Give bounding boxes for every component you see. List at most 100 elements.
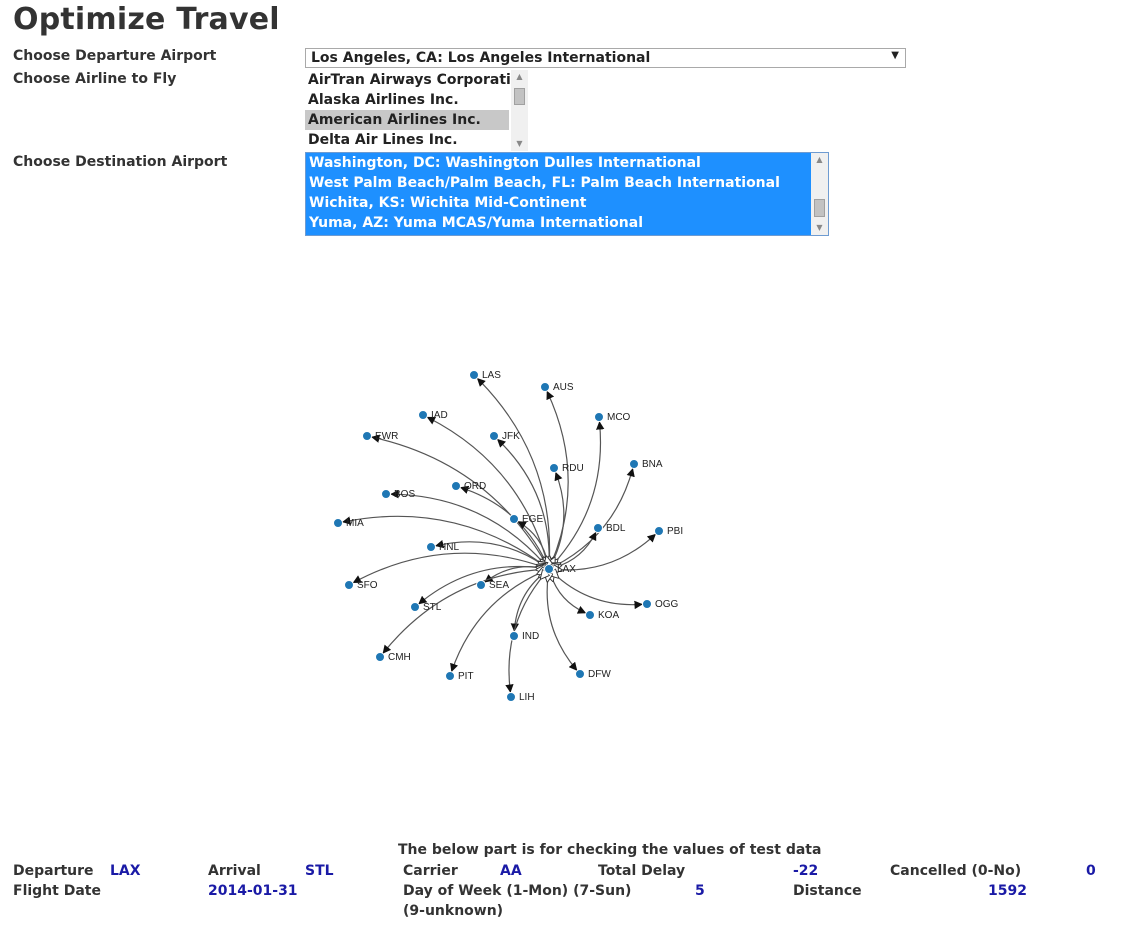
airline-scrollbar[interactable]: ▲ ▼ bbox=[511, 70, 528, 151]
distance-field-value: 1592 bbox=[988, 883, 1027, 899]
dropdown-arrow-icon[interactable]: ▼ bbox=[891, 50, 899, 61]
scroll-down-icon[interactable]: ▼ bbox=[516, 139, 523, 148]
airline-label: Choose Airline to Fly bbox=[13, 71, 177, 87]
airline-option[interactable]: Delta Air Lines Inc. bbox=[308, 132, 458, 148]
scroll-thumb[interactable] bbox=[514, 88, 525, 105]
airport-label-las: LAS bbox=[482, 370, 501, 381]
carrier-field-value: AA bbox=[500, 863, 522, 879]
departure-field-value: LAX bbox=[110, 863, 141, 879]
distance-field-label: Distance bbox=[793, 883, 862, 899]
airport-node-ege[interactable] bbox=[509, 514, 519, 524]
cancelled-field-value: 0 bbox=[1086, 863, 1096, 879]
airport-node-rdu[interactable] bbox=[549, 463, 559, 473]
route-edge-ege bbox=[518, 521, 548, 564]
delay-field-label: Total Delay bbox=[598, 863, 686, 879]
arrival-field-label: Arrival bbox=[208, 863, 261, 879]
airport-node-ind[interactable] bbox=[509, 631, 519, 641]
airline-listbox[interactable]: AirTran Airways Corporation Alaska Airlin… bbox=[305, 70, 528, 151]
airport-node-aus[interactable] bbox=[540, 382, 550, 392]
airport-node-bna[interactable] bbox=[629, 459, 639, 469]
airport-node-ord[interactable] bbox=[451, 481, 461, 491]
airport-label-stl: STL bbox=[423, 602, 442, 613]
scroll-thumb[interactable] bbox=[814, 199, 825, 217]
arrival-field-value: STL bbox=[305, 863, 334, 879]
route-edge-mco bbox=[553, 422, 600, 565]
route-edge-ogg bbox=[553, 573, 642, 605]
airport-label-hnl: HNL bbox=[439, 542, 459, 553]
airport-label-ind: IND bbox=[522, 631, 539, 642]
airport-node-ogg[interactable] bbox=[642, 599, 652, 609]
delay-field-value: -22 bbox=[793, 863, 819, 879]
route-edge-bos bbox=[391, 494, 545, 564]
airport-label-sfo: SFO bbox=[357, 580, 378, 591]
airport-node-pbi[interactable] bbox=[654, 526, 664, 536]
airport-node-sea[interactable] bbox=[476, 580, 486, 590]
airport-label-rdu: RDU bbox=[562, 463, 584, 474]
scroll-up-icon[interactable]: ▲ bbox=[516, 72, 523, 81]
airport-node-mia[interactable] bbox=[333, 518, 343, 528]
airport-label-ogg: OGG bbox=[655, 599, 679, 610]
route-edge-ind bbox=[514, 573, 544, 631]
airport-node-lax[interactable] bbox=[544, 564, 554, 574]
airport-node-ewr[interactable] bbox=[362, 431, 372, 441]
page-title: Optimize Travel bbox=[13, 2, 280, 37]
route-edge-dfw bbox=[547, 575, 577, 670]
destination-scrollbar[interactable]: ▲ ▼ bbox=[811, 153, 828, 235]
carrier-field-label: Carrier bbox=[403, 863, 458, 879]
destination-option[interactable]: West Palm Beach/Palm Beach, FL: Palm Bea… bbox=[309, 175, 780, 191]
airport-node-cmh[interactable] bbox=[375, 652, 385, 662]
airport-node-pit[interactable] bbox=[445, 671, 455, 681]
airport-label-aus: AUS bbox=[553, 382, 574, 393]
flight-date-label: Flight Date bbox=[13, 883, 101, 899]
airline-option[interactable]: AirTran Airways Corporation bbox=[308, 72, 528, 88]
airport-node-bos[interactable] bbox=[381, 489, 391, 499]
airport-label-bos: BOS bbox=[394, 489, 415, 500]
destination-listbox[interactable]: Washington, DC: Washington Dulles Intern… bbox=[305, 152, 829, 236]
airport-label-ord: ORD bbox=[464, 481, 486, 492]
airport-label-bna: BNA bbox=[642, 459, 663, 470]
airport-label-bdl: BDL bbox=[606, 523, 626, 534]
airport-node-mco[interactable] bbox=[594, 412, 604, 422]
day-of-week-value: 5 bbox=[695, 883, 705, 899]
airport-node-sfo[interactable] bbox=[344, 580, 354, 590]
airport-label-lih: LIH bbox=[519, 692, 535, 703]
airline-option[interactable]: Alaska Airlines Inc. bbox=[308, 92, 459, 108]
scroll-up-icon[interactable]: ▲ bbox=[816, 155, 823, 164]
airport-label-ewr: EWR bbox=[375, 431, 398, 442]
airport-label-pit: PIT bbox=[458, 671, 474, 682]
airport-node-jfk[interactable] bbox=[489, 431, 499, 441]
route-edge-aus bbox=[547, 392, 569, 564]
destination-option[interactable]: Wichita, KS: Wichita Mid-Continent bbox=[309, 195, 587, 211]
airport-node-koa[interactable] bbox=[585, 610, 595, 620]
airport-label-pbi: PBI bbox=[667, 526, 683, 537]
airport-label-iad: IAD bbox=[431, 410, 448, 421]
destination-option[interactable]: Washington, DC: Washington Dulles Intern… bbox=[309, 155, 701, 171]
airline-option[interactable]: American Airlines Inc. bbox=[305, 110, 509, 130]
airport-node-dfw[interactable] bbox=[575, 669, 585, 679]
route-edge-jfk bbox=[498, 439, 550, 563]
day-of-week-label: Day of Week (1-Mon) (7-Sun) (9-unknown) bbox=[403, 883, 632, 919]
airport-node-stl[interactable] bbox=[410, 602, 420, 612]
airport-label-cmh: CMH bbox=[388, 652, 411, 663]
scroll-down-icon[interactable]: ▼ bbox=[816, 223, 823, 232]
route-edge-las bbox=[478, 379, 550, 563]
route-edge-bna bbox=[554, 469, 632, 566]
departure-field-label: Departure bbox=[13, 863, 94, 879]
route-edge-koa bbox=[551, 575, 586, 613]
departure-airport-select[interactable]: Los Angeles, CA: Los Angeles Internation… bbox=[305, 48, 906, 68]
airport-label-dfw: DFW bbox=[588, 669, 611, 680]
airport-node-iad[interactable] bbox=[418, 410, 428, 420]
airport-label-ege: EGE bbox=[522, 514, 543, 525]
cancelled-field-label: Cancelled (0-No) bbox=[890, 863, 1022, 879]
airport-node-lih[interactable] bbox=[506, 692, 516, 702]
airport-node-las[interactable] bbox=[469, 370, 479, 380]
airport-label-koa: KOA bbox=[598, 610, 619, 621]
airport-node-hnl[interactable] bbox=[426, 542, 436, 552]
route-edge-cmh bbox=[383, 569, 543, 653]
airport-node-bdl[interactable] bbox=[593, 523, 603, 533]
airport-label-lax: LAX bbox=[557, 564, 576, 575]
airport-label-mco: MCO bbox=[607, 412, 631, 423]
airport-label-jfk: JFK bbox=[502, 431, 520, 442]
departure-airport-value: Los Angeles, CA: Los Angeles Internation… bbox=[311, 50, 651, 66]
destination-option[interactable]: Yuma, AZ: Yuma MCAS/Yuma International bbox=[309, 215, 644, 231]
